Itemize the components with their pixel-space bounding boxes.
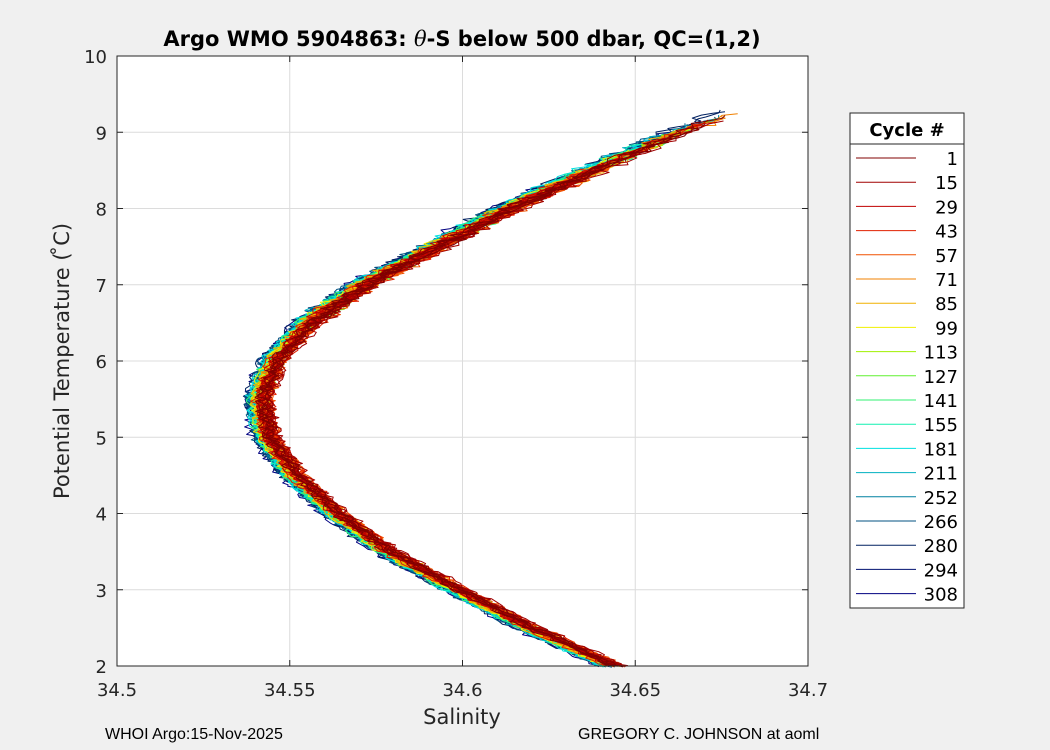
legend-label: 43 <box>935 222 958 243</box>
chart-title: Argo WMO 5904863: θ-S below 500 dbar, QC… <box>163 27 760 51</box>
legend-label: 57 <box>935 246 958 267</box>
legend-label: 71 <box>935 270 958 291</box>
legend-items: 1 15 29 43 57 71 85 99 113 127 141 155 181 211 252 266 2… <box>856 149 958 606</box>
profile-line-29 <box>254 164 610 666</box>
legend-entry-308: 308 <box>856 585 958 606</box>
profile-lines <box>242 109 738 668</box>
y-axis-label: Potential Temperature ( ̊C) <box>50 223 74 499</box>
legend-label: 155 <box>924 415 958 436</box>
y-tick-label: 7 <box>96 276 107 297</box>
legend: Cycle # 1 15 29 43 57 71 85 99 113 127 141 155 181 21… <box>849 112 965 609</box>
x-axis-ticks: 34.5 34.55 34.6 34.65 34.7 <box>97 56 828 701</box>
legend-label: 15 <box>935 173 958 194</box>
legend-entry-15: 15 <box>856 173 958 194</box>
legend-entry-85: 85 <box>856 294 958 315</box>
y-tick-label: 3 <box>96 581 107 602</box>
legend-entry-280: 280 <box>856 536 958 557</box>
x-tick-label: 34.55 <box>264 680 316 701</box>
legend-label: 29 <box>935 197 958 218</box>
legend-entry-141: 141 <box>856 391 958 412</box>
x-axis-label: Salinity <box>423 705 501 729</box>
profile-line-1 <box>264 123 706 667</box>
y-tick-label: 9 <box>96 123 107 144</box>
footer-right: GREGORY C. JOHNSON at aoml <box>578 726 820 743</box>
legend-label: 280 <box>924 536 958 557</box>
x-tick-label: 34.6 <box>442 680 482 701</box>
legend-label: 308 <box>924 585 958 606</box>
y-axis-ticks: 2 3 4 5 6 7 8 9 10 <box>84 47 808 678</box>
y-tick-label: 5 <box>96 428 107 449</box>
legend-entry-127: 127 <box>856 367 958 388</box>
legend-label: 181 <box>924 439 958 460</box>
legend-entry-155: 155 <box>856 415 958 436</box>
legend-entry-57: 57 <box>856 246 958 267</box>
x-tick-label: 34.5 <box>97 680 137 701</box>
legend-label: 211 <box>924 464 958 485</box>
chart-title-prefix: Argo WMO 5904863: <box>163 27 414 51</box>
legend-entry-266: 266 <box>856 512 958 533</box>
legend-label: 127 <box>924 367 958 388</box>
footer-left: WHOI Argo:15-Nov-2025 <box>105 726 283 743</box>
legend-label: 1 <box>947 149 958 170</box>
x-tick-label: 34.7 <box>788 680 828 701</box>
legend-entry-99: 99 <box>856 318 958 339</box>
legend-entry-181: 181 <box>856 439 958 460</box>
y-tick-label: 2 <box>96 657 107 678</box>
legend-entry-43: 43 <box>856 222 958 243</box>
legend-label: 113 <box>924 343 958 364</box>
legend-entry-71: 71 <box>856 270 958 291</box>
chart-title-theta: θ <box>414 27 427 51</box>
legend-entry-294: 294 <box>856 560 958 581</box>
legend-label: 294 <box>924 560 958 581</box>
chart-title-suffix: -S below 500 dbar, QC=(1,2) <box>427 27 761 51</box>
y-tick-label: 8 <box>96 200 107 221</box>
legend-label: 99 <box>935 318 958 339</box>
legend-entry-252: 252 <box>856 488 958 509</box>
legend-entry-1: 1 <box>856 149 958 170</box>
y-tick-label: 6 <box>96 352 107 373</box>
legend-entry-113: 113 <box>856 343 958 364</box>
legend-box <box>849 112 965 609</box>
legend-label: 141 <box>924 391 958 412</box>
y-tick-label: 4 <box>96 505 107 526</box>
legend-label: 252 <box>924 488 958 509</box>
legend-title: Cycle # <box>869 120 944 141</box>
legend-entry-29: 29 <box>856 197 958 218</box>
legend-entry-211: 211 <box>856 464 958 485</box>
profile-line-1 <box>254 141 655 667</box>
legend-label: 85 <box>935 294 958 315</box>
x-tick-label: 34.65 <box>609 680 661 701</box>
legend-label: 266 <box>924 512 958 533</box>
y-tick-label: 10 <box>84 47 107 68</box>
